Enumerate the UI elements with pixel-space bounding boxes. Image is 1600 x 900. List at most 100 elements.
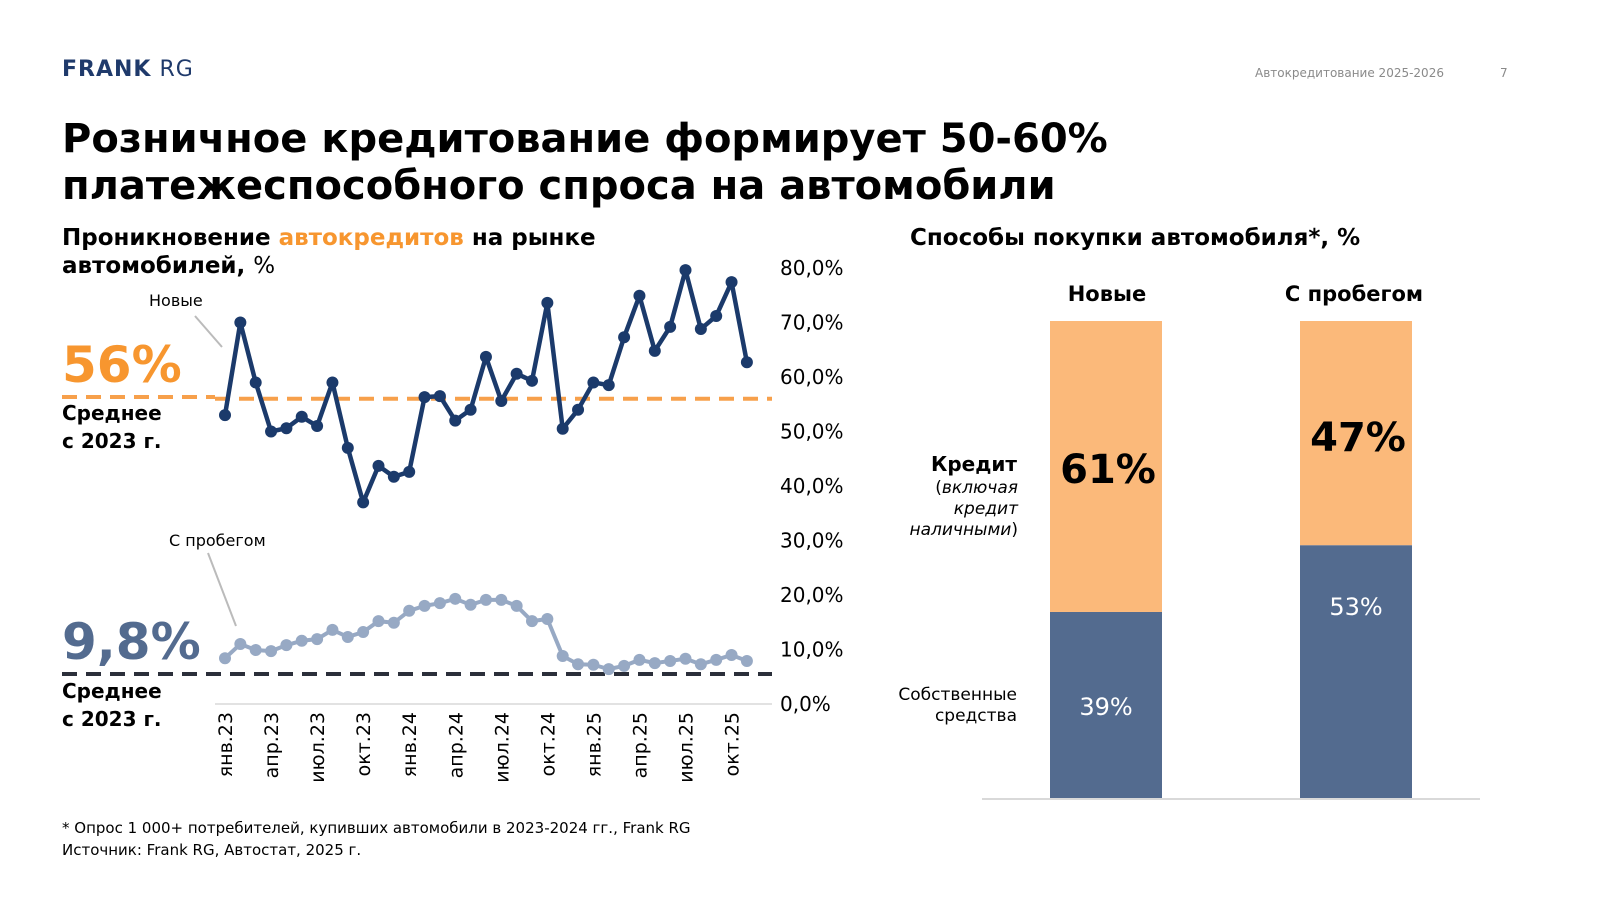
new-data-point [479, 350, 492, 363]
y-tick-label: 50,0% [780, 420, 844, 444]
y-tick-label: 30,0% [780, 529, 844, 553]
new-data-point [602, 379, 615, 392]
new-data-point [311, 420, 324, 433]
used-data-point [725, 648, 738, 661]
x-tick-label: окт.24 [537, 712, 559, 776]
used-data-point [633, 653, 646, 666]
bar-credit-label: 47% [1310, 415, 1406, 461]
y-tick-label: 80,0% [780, 256, 844, 280]
new-data-point [725, 276, 738, 289]
new-data-point [618, 331, 631, 344]
bar-own-label: 39% [1079, 693, 1132, 721]
new-series-line [222, 267, 750, 505]
bar-own-funds [1300, 545, 1412, 798]
new-data-point [449, 414, 462, 427]
footnote: * Опрос 1 000+ потребителей, купивших ав… [62, 819, 691, 837]
used-data-point [326, 623, 339, 636]
doc-title: Автокредитование 2025-2026 [1255, 66, 1444, 80]
y-tick-label: 60,0% [780, 365, 844, 389]
used-data-point [694, 658, 707, 671]
used-average-value: 9,8% [62, 613, 201, 671]
x-tick-label: апр.23 [261, 712, 283, 778]
used-data-point [295, 634, 308, 647]
used-data-point [249, 644, 262, 657]
page-number: 7 [1500, 66, 1508, 80]
used-data-point [587, 658, 600, 671]
used-data-point [479, 593, 492, 606]
used-data-point [602, 663, 615, 676]
new-data-point [679, 264, 692, 277]
slide-title: Розничное кредитование формирует 50-60% … [62, 116, 1108, 209]
series-label-new: Новые [149, 291, 203, 310]
used-data-point [265, 645, 278, 658]
new-data-point [357, 496, 370, 509]
used-data-point [526, 615, 538, 628]
x-tick-label: янв.24 [399, 712, 421, 777]
new-data-point [495, 394, 508, 407]
bar-chart-subtitle: Способы покупки автомобиля*, % [910, 225, 1361, 251]
y-tick-label: 10,0% [780, 638, 844, 662]
used-data-point [664, 654, 677, 667]
new-data-point [403, 465, 416, 478]
used-data-point [311, 633, 324, 646]
new-data-point [526, 374, 538, 387]
bar-credit-label: 61% [1060, 447, 1156, 493]
new-average-label: Среднее с 2023 г. [62, 401, 162, 453]
new-data-point [418, 391, 431, 404]
new-data-point [664, 320, 677, 333]
used-data-point [234, 638, 247, 651]
new-data-point [280, 422, 293, 435]
used-data-point [341, 630, 354, 643]
x-tick-label: апр.25 [629, 712, 651, 778]
used-data-point [219, 652, 231, 665]
credit-note: (включая кредит наличными) [909, 478, 1018, 540]
used-data-point [403, 604, 416, 617]
series-label-used-leader [207, 552, 237, 627]
new-data-point [372, 459, 385, 472]
used-data-point [464, 598, 477, 611]
bar-category-used: С пробегом [1285, 282, 1423, 306]
new-data-point [587, 376, 600, 389]
own-funds-label: Собственные средства [898, 685, 1017, 726]
x-tick-label: янв.23 [215, 712, 237, 777]
new-data-point [510, 367, 523, 380]
used-data-point [495, 593, 508, 606]
source-note: Источник: Frank RG, Автостат, 2025 г. [62, 841, 362, 859]
used-data-point [357, 626, 370, 639]
new-average-value: 56% [62, 336, 182, 394]
new-data-point [710, 309, 723, 322]
credit-label: Кредит [931, 452, 1017, 476]
series-label-used: С пробегом [169, 531, 266, 550]
series-label-new-leader [194, 315, 223, 348]
used-data-point [541, 612, 554, 625]
used-data-point [449, 592, 462, 605]
used-data-point [387, 616, 400, 629]
x-tick-label: апр.24 [445, 712, 467, 778]
new-data-point [295, 410, 308, 423]
y-tick-label: 40,0% [780, 474, 844, 498]
bar-credit [1050, 321, 1162, 612]
line-chart-subtitle: Проникновение автокредитов на рынке авто… [62, 225, 596, 279]
used-data-point [679, 652, 692, 665]
x-tick-label: июл.25 [676, 712, 698, 783]
y-tick-label: 20,0% [780, 583, 844, 607]
new-data-point [249, 376, 262, 389]
new-data-point [633, 289, 646, 302]
new-data-point [541, 296, 554, 309]
x-tick-label: окт.25 [722, 712, 744, 776]
new-data-point [265, 425, 278, 438]
new-data-point [464, 403, 477, 416]
y-tick-label: 70,0% [780, 311, 844, 335]
used-data-point [618, 659, 631, 672]
bar-own-label: 53% [1329, 593, 1382, 621]
new-data-point [433, 390, 446, 403]
new-data-point [326, 376, 339, 389]
used-average-label: Среднее с 2023 г. [62, 679, 162, 731]
new-data-point [219, 409, 231, 422]
new-data-point [234, 316, 247, 329]
new-data-point [572, 403, 585, 416]
new-data-point [556, 422, 569, 435]
bar-credit [1300, 321, 1412, 546]
bar-own-funds [1050, 611, 1162, 798]
